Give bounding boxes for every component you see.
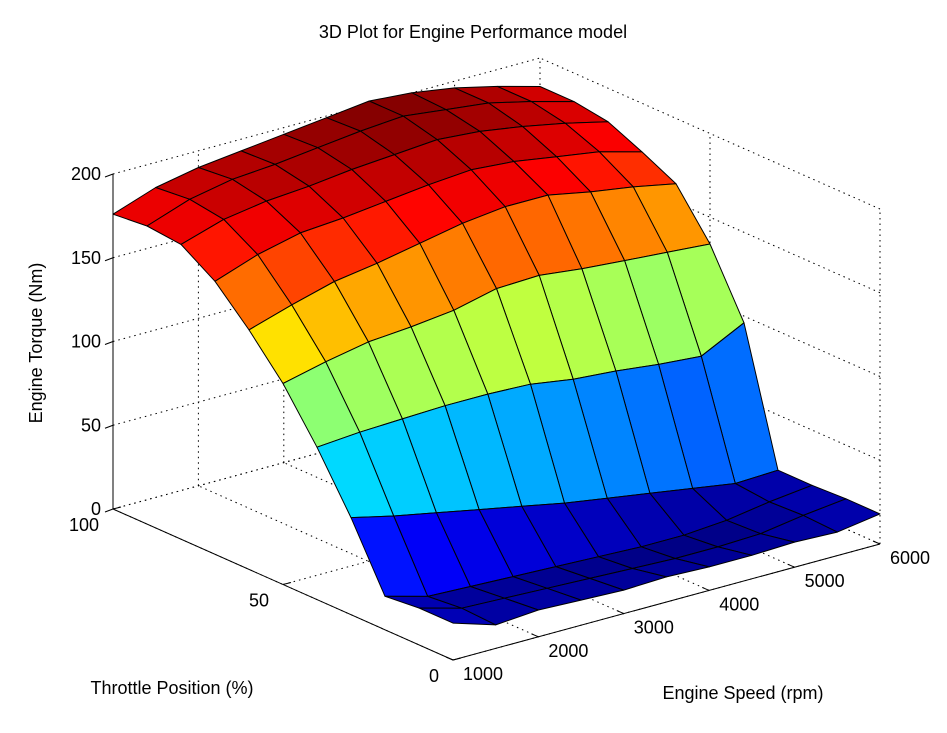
z-tick-label: 200 bbox=[71, 164, 101, 184]
z-tick-label: 0 bbox=[91, 499, 101, 519]
y-axis-label: Throttle Position (%) bbox=[90, 678, 253, 698]
axis-lines bbox=[104, 173, 881, 661]
x-tick-label: 6000 bbox=[890, 548, 930, 568]
y-tick-mark bbox=[282, 582, 292, 585]
surface-face bbox=[418, 607, 497, 626]
tick-labels: 1000200030004000500060000501000501001502… bbox=[69, 164, 930, 686]
y-tick-label: 0 bbox=[429, 666, 439, 686]
x-tick-label: 5000 bbox=[805, 571, 845, 591]
x-tick-mark bbox=[787, 563, 795, 568]
x-axis-line bbox=[452, 543, 881, 661]
grid-line bbox=[112, 57, 541, 175]
x-tick-mark bbox=[616, 610, 624, 615]
y-tick-mark bbox=[112, 506, 122, 510]
x-tick-mark bbox=[702, 586, 710, 591]
z-tick-label: 150 bbox=[71, 248, 101, 268]
z-tick-mark bbox=[104, 173, 114, 178]
z-tick-mark bbox=[104, 424, 114, 429]
z-tick-mark bbox=[104, 508, 114, 513]
z-tick-label: 50 bbox=[81, 415, 101, 435]
y-tick-label: 50 bbox=[249, 591, 269, 611]
x-tick-mark bbox=[445, 656, 454, 661]
z-axis-label: Engine Torque (Nm) bbox=[26, 263, 46, 424]
torque-surface bbox=[112, 85, 881, 626]
z-tick-mark bbox=[104, 257, 114, 262]
y-tick-label: 100 bbox=[69, 515, 99, 535]
x-tick-mark bbox=[531, 633, 539, 638]
x-tick-mark bbox=[872, 540, 881, 545]
x-axis-label: Engine Speed (rpm) bbox=[662, 683, 823, 703]
x-tick-label: 2000 bbox=[548, 641, 588, 661]
x-tick-label: 3000 bbox=[634, 618, 674, 638]
z-tick-label: 100 bbox=[71, 332, 101, 352]
x-tick-label: 1000 bbox=[463, 664, 503, 684]
x-tick-label: 4000 bbox=[719, 594, 759, 614]
chart-title: 3D Plot for Engine Performance model bbox=[319, 22, 627, 42]
z-tick-mark bbox=[104, 341, 114, 345]
y-tick-mark bbox=[452, 657, 462, 661]
